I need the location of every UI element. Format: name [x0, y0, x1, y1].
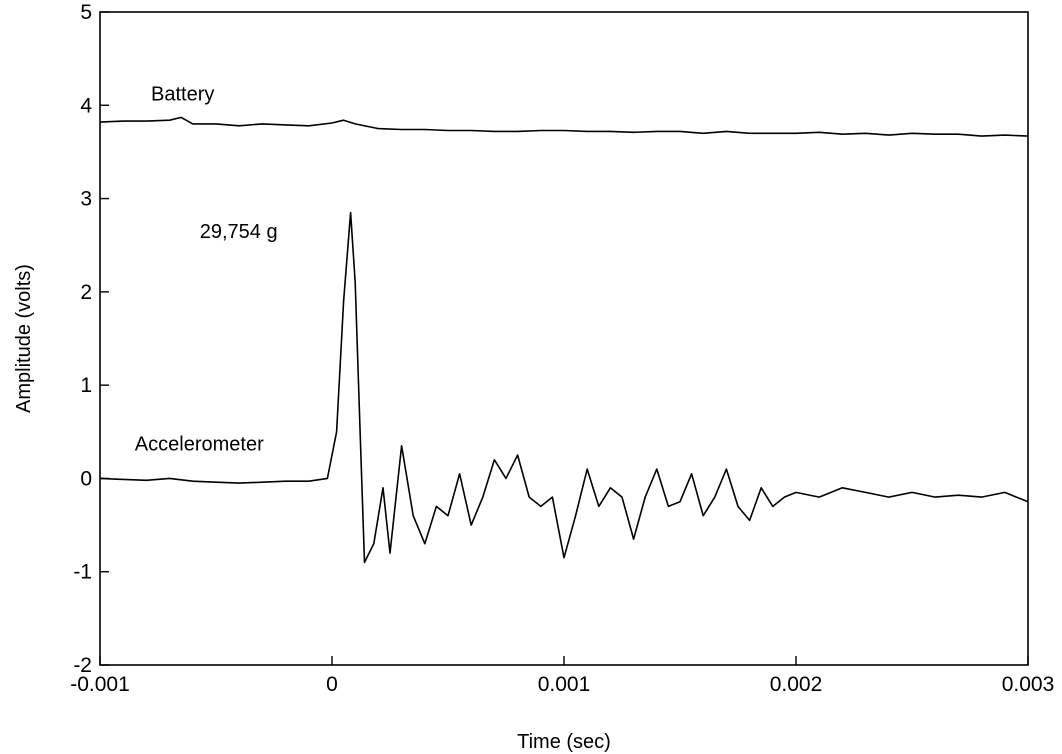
x-tick-label: 0.003 — [1002, 673, 1055, 696]
annotation-label: Accelerometer — [135, 433, 264, 455]
x-axis-title: Time (sec) — [517, 731, 611, 753]
x-tick-label: 0 — [326, 673, 338, 696]
y-tick-label: 1 — [80, 374, 92, 397]
x-tick-label: -0.001 — [70, 673, 130, 696]
y-tick-label: -2 — [73, 654, 92, 677]
y-axis: -2 -1 0 1 2 3 4 5 — [73, 1, 109, 677]
series-line-accelerometer — [99, 211, 1029, 564]
y-tick-label: 2 — [80, 281, 92, 304]
y-tick-label: 0 — [80, 467, 92, 490]
y-tick-label: 3 — [80, 188, 92, 211]
annotation-label: 29,754 g — [200, 221, 278, 243]
series-line-battery — [99, 116, 1029, 137]
x-axis: -0.001 0 0.001 0.002 0.003 — [70, 656, 1054, 696]
x-tick-label: 0.002 — [770, 673, 823, 696]
annotation-label: Battery — [151, 84, 214, 106]
series-layer — [99, 116, 1029, 564]
y-tick-label: 4 — [80, 94, 92, 117]
y-tick-label: -1 — [73, 561, 92, 584]
plot-frame — [99, 11, 1029, 666]
annotations: Battery 29,754 g Accelerometer — [135, 84, 278, 456]
plot-area — [99, 11, 1029, 666]
y-tick-label: 5 — [80, 1, 92, 24]
y-axis-title: Amplitude (volts) — [13, 264, 35, 413]
x-tick-label: 0.001 — [538, 673, 591, 696]
